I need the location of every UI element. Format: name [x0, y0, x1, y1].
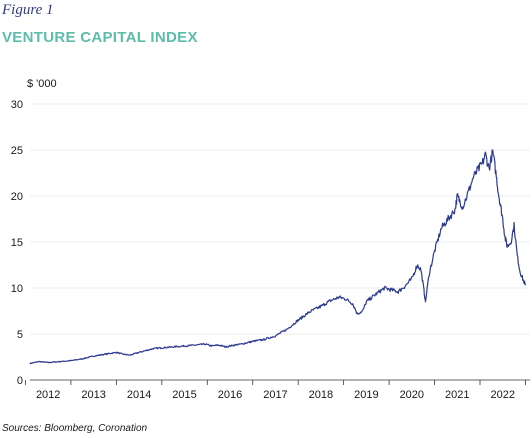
- y-tick-label-25: 25: [11, 145, 23, 157]
- y-tick-label-30: 30: [11, 99, 23, 111]
- x-tick-label-2020: 2020: [400, 389, 424, 401]
- x-tick-label-2015: 2015: [172, 389, 196, 401]
- series-line-0: [29, 149, 527, 365]
- x-tick-label-2021: 2021: [445, 389, 469, 401]
- y-tick-label-15: 15: [11, 237, 23, 249]
- x-tick-label-2016: 2016: [218, 389, 242, 401]
- series-layer: [29, 149, 527, 365]
- y-tick-label-20: 20: [11, 191, 23, 203]
- x-tick-label-2012: 2012: [36, 389, 60, 401]
- x-tick-label-2018: 2018: [309, 389, 333, 401]
- y-tick-label-10: 10: [11, 283, 23, 295]
- x-tick-label-2013: 2013: [81, 389, 105, 401]
- y-tick-label-5: 5: [17, 329, 23, 341]
- x-tick-label-2014: 2014: [127, 389, 151, 401]
- y-axis-unit-label: $ '000: [27, 78, 57, 90]
- x-tick-label-2017: 2017: [263, 389, 287, 401]
- x-tick-label-2019: 2019: [354, 389, 378, 401]
- figure-label: Figure 1: [2, 2, 54, 18]
- x-axis: 2012 2013 2014 2015 2016 2017 2018 2019 2020 2021…: [25, 379, 530, 401]
- y-axis-ticks: 0 5 10 15 20 25 30: [11, 99, 23, 387]
- chart-title: VENTURE CAPITAL INDEX: [2, 29, 198, 46]
- y-tick-label-0: 0: [17, 375, 23, 387]
- x-tick-label-2022: 2022: [490, 389, 514, 401]
- gridlines: [30, 103, 530, 335]
- source-note: Sources: Bloomberg, Coronation: [2, 423, 148, 434]
